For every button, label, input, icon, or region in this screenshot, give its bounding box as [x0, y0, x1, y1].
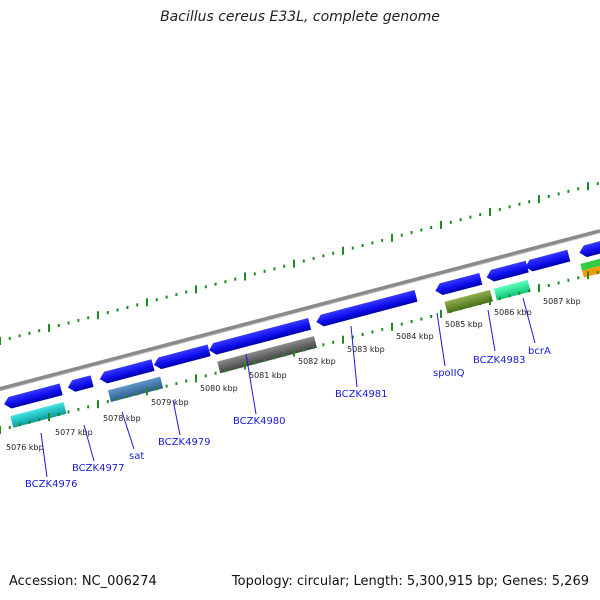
backbone-shadow: [0, 232, 600, 392]
gene-label-bczk4979[interactable]: BCZK4979: [158, 437, 211, 448]
scale-label: 5086 kbp: [494, 308, 532, 317]
gene-labels: BCZK4976 BCZK4977 sat BCZK4979 BCZK4980 …: [25, 346, 551, 490]
gene-arrow[interactable]: [524, 249, 571, 273]
gene-arrow[interactable]: [152, 344, 211, 371]
gene-label-bczk4977[interactable]: BCZK4977: [72, 463, 125, 474]
gene-arrow[interactable]: [434, 272, 483, 297]
genome-backbone: [0, 229, 600, 391]
gene-features: [3, 232, 600, 428]
gene-leader-lines: [40, 297, 536, 478]
scale-labels: 5076 kbp 5077 kbp 5078 kbp 5079 kbp 5080…: [6, 297, 581, 452]
gene-arrow[interactable]: [98, 359, 155, 385]
gene-bar-bczk4976[interactable]: [10, 402, 67, 428]
gene-arrow[interactable]: [208, 318, 312, 356]
gene-bar-spoiiq[interactable]: [444, 289, 493, 314]
gene-bar-sat[interactable]: [107, 376, 164, 402]
gene-arrow[interactable]: [66, 375, 94, 393]
gene-label-bczk4976[interactable]: BCZK4976: [25, 479, 78, 490]
scale-label: 5084 kbp: [396, 332, 434, 341]
accession-text: Accession: NC_006274: [9, 574, 157, 589]
gene-arrow[interactable]: [485, 260, 529, 283]
gene-arrow[interactable]: [315, 290, 418, 328]
gene-bar-bczk4983[interactable]: [493, 279, 531, 301]
scale-label: 5080 kbp: [200, 384, 238, 393]
gene-arrow[interactable]: [3, 383, 63, 410]
outer-scale-ticks: [0, 182, 599, 345]
scale-label: 5077 kbp: [55, 428, 93, 437]
gene-bar-bczk4980[interactable]: [217, 336, 317, 374]
gene-arrow[interactable]: [578, 232, 600, 259]
scale-label: 5083 kbp: [347, 345, 385, 354]
scale-label: 5079 kbp: [151, 398, 189, 407]
gene-label-bczk4981[interactable]: BCZK4981: [335, 389, 388, 400]
gene-label-spoiiq[interactable]: spoIIQ: [433, 368, 465, 379]
scale-label: 5078 kbp: [103, 414, 141, 423]
gene-label-bcra[interactable]: bcrA: [528, 346, 551, 357]
gene-bar-bcra-green[interactable]: [580, 248, 600, 271]
scale-label: 5082 kbp: [298, 357, 336, 366]
scale-label: 5087 kbp: [543, 297, 581, 306]
gene-label-bczk4983[interactable]: BCZK4983: [473, 355, 526, 366]
gene-label-bczk4980[interactable]: BCZK4980: [233, 416, 286, 427]
scale-label: 5076 kbp: [6, 443, 44, 452]
genome-summary-text: Topology: circular; Length: 5,300,915 bp…: [231, 574, 589, 589]
scale-label: 5085 kbp: [445, 320, 483, 329]
inner-scale-ticks: [0, 271, 599, 434]
gene-label-sat[interactable]: sat: [129, 451, 144, 462]
scale-label: 5081 kbp: [249, 371, 287, 380]
map-title: Bacillus cereus E33L, complete genome: [160, 9, 440, 25]
